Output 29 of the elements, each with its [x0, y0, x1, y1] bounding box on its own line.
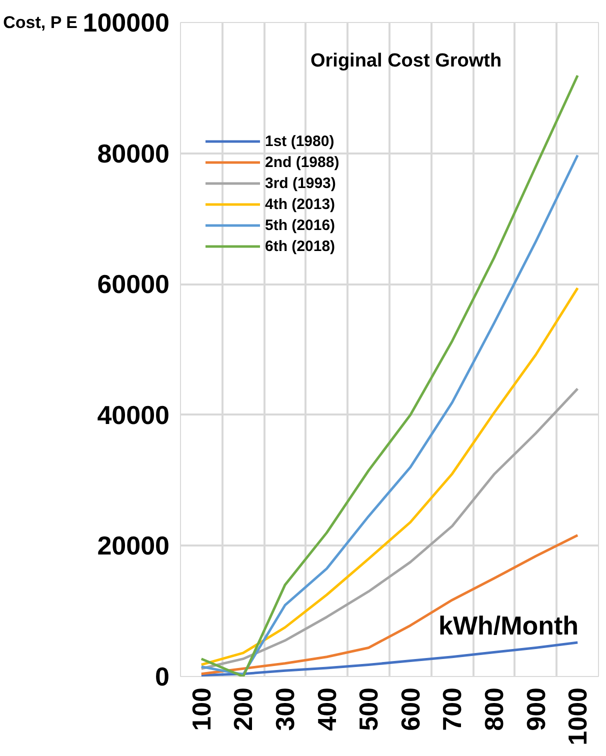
- legend-label: 4th (2013): [265, 196, 336, 212]
- line-series: [200, 286, 579, 666]
- line-series: [200, 387, 579, 670]
- x-axis-title: kWh/Month: [438, 610, 579, 640]
- y-tick-label: 60000: [97, 269, 170, 300]
- x-tick-label: 200: [228, 687, 258, 731]
- x-tick-label: 100: [186, 687, 216, 731]
- y-tick-label: 0: [155, 662, 170, 692]
- line-series: [200, 641, 579, 676]
- legend-label: 3rd (1993): [265, 174, 336, 192]
- legend-label: 5th (2016): [265, 216, 336, 234]
- x-tick-label: 1000: [562, 687, 593, 746]
- x-tick-label: 900: [520, 687, 551, 731]
- x-tick-label: 800: [479, 687, 509, 731]
- legend-label: 1st (1980): [265, 132, 334, 150]
- x-tick-label: 400: [312, 687, 342, 731]
- y-tick-label: 20000: [97, 530, 170, 561]
- x-tick-label: 300: [270, 687, 300, 731]
- x-tick-label: 500: [354, 687, 384, 731]
- y-tick-label: 100000: [82, 8, 170, 38]
- x-tick-label: 700: [437, 687, 468, 731]
- x-tick-label: 600: [395, 687, 426, 731]
- line-series: [200, 534, 579, 676]
- y-axis-title: Cost, P E: [3, 13, 78, 32]
- legend-label: 2nd (1988): [265, 154, 340, 170]
- text: Original Cost Growth: [310, 50, 502, 72]
- legend-label: 6th (2018): [265, 238, 336, 254]
- y-tick-label: 40000: [97, 400, 170, 430]
- y-tick-label: 80000: [97, 138, 170, 168]
